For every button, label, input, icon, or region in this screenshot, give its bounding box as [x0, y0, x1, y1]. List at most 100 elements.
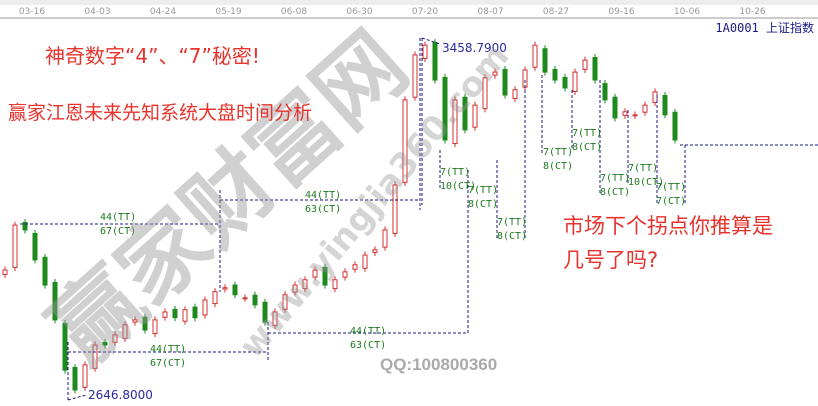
- x-tick-label: 04-03: [84, 7, 110, 17]
- candle-body: [362, 254, 368, 269]
- candle-body: [462, 96, 468, 131]
- candle-body: [272, 311, 278, 327]
- candle-body: [352, 264, 358, 270]
- candle-body: [292, 284, 298, 293]
- question-line2: 几号了吗?: [563, 248, 659, 272]
- x-tick-label: 06-30: [346, 7, 372, 17]
- low-label: 2646.8000: [88, 388, 153, 402]
- candle-body: [432, 42, 438, 81]
- cycle-line: [67, 210, 469, 400]
- candle-body: [2, 269, 8, 275]
- candle-body: [232, 284, 238, 296]
- candle-body: [502, 68, 508, 96]
- cycle-label-ct: 63(CT): [305, 204, 341, 215]
- candle-body: [42, 256, 48, 286]
- cycle-label-ct: 8(CT): [600, 187, 630, 198]
- candle-body: [332, 279, 338, 290]
- x-tick-label: 10-26: [739, 7, 765, 17]
- cycle-label-ct: 8(CT): [543, 161, 573, 172]
- candle-body: [542, 48, 548, 73]
- cycle-label-tt: 7(TT): [600, 173, 630, 184]
- candle-body: [602, 83, 608, 101]
- x-tick-label: 09-16: [608, 7, 634, 17]
- high-label: 3458.7900: [442, 41, 507, 55]
- candle-body: [192, 306, 198, 319]
- candle-body: [72, 367, 78, 391]
- candle-body: [142, 316, 148, 331]
- candle-body: [632, 114, 638, 117]
- candle-body: [92, 344, 98, 369]
- cycle-label-tt: 7(TT): [628, 163, 658, 174]
- cycle-label-tt: 7(TT): [572, 128, 602, 139]
- x-tick-label: 10-06: [674, 7, 700, 17]
- candle-body: [592, 57, 598, 81]
- toolbar-strip: [0, 0, 818, 5]
- candle-body: [492, 71, 498, 76]
- candle-body: [172, 308, 178, 319]
- candle-body: [262, 301, 268, 323]
- candle-body: [32, 232, 38, 261]
- candle-body: [202, 299, 208, 316]
- extreme-pointer: [67, 37, 441, 401]
- candle-body: [412, 54, 418, 98]
- cycle-label-ct: 7(CT): [656, 196, 686, 207]
- candle-body: [662, 94, 668, 116]
- candle-body: [212, 291, 218, 305]
- candle-body: [112, 334, 118, 343]
- candle-body: [402, 99, 408, 183]
- qq-contact: QQ:100800360: [380, 355, 498, 374]
- cycle-label-ct: 8(CT): [497, 231, 527, 242]
- candle-body: [442, 76, 448, 141]
- candle-body: [612, 96, 618, 119]
- candle-body: [322, 266, 328, 286]
- candle-body: [522, 69, 528, 88]
- x-tick-label: 03-16: [19, 7, 45, 17]
- candle-body: [572, 71, 578, 92]
- candle-body: [302, 279, 308, 290]
- cycle-label-ct: 8(CT): [572, 142, 602, 153]
- title-analysis: 赢家江恩未来先知系统大盘时间分析: [8, 102, 313, 124]
- cycle-label-tt: 7(TT): [440, 167, 470, 178]
- candle-body: [132, 319, 138, 323]
- cycle-line: [421, 38, 818, 238]
- x-tick-label: 08-27: [543, 7, 569, 17]
- candle-body: [312, 269, 318, 278]
- cycle-label-tt: 7(TT): [497, 217, 527, 228]
- x-tick-label: 05-19: [215, 7, 241, 17]
- candle-body: [472, 104, 478, 128]
- candle-body: [482, 77, 488, 110]
- candle-body: [392, 184, 398, 234]
- candle-body: [82, 364, 88, 388]
- candle-body: [252, 294, 258, 306]
- cycle-label-ct: 67(CT): [150, 358, 186, 369]
- cycle-label-ct: 8(CT): [468, 199, 498, 210]
- candle-body: [282, 294, 288, 310]
- candle-body: [562, 76, 568, 89]
- candle-body: [652, 91, 658, 104]
- symbol-label: 1A0001 上证指数: [715, 21, 814, 35]
- cycle-label-tt: 44(TT): [350, 326, 386, 337]
- candle-body: [672, 111, 678, 141]
- candle-body: [182, 309, 188, 322]
- cycle-label-ct: 10(CT): [440, 181, 476, 192]
- candle-body: [242, 297, 248, 300]
- candle-body: [532, 44, 538, 68]
- candle-body: [152, 319, 158, 335]
- x-tick-label: 07-20: [412, 7, 438, 17]
- x-tick-label: 04-24: [150, 7, 176, 17]
- x-tick-label: 08-07: [477, 7, 503, 17]
- cycle-lines: [20, 37, 818, 401]
- candle-body: [122, 324, 128, 339]
- candle-body: [452, 99, 458, 145]
- candle-body: [372, 249, 378, 253]
- x-tick-label: 06-08: [281, 7, 307, 17]
- candle-body: [342, 271, 348, 278]
- candle-body: [382, 229, 388, 248]
- cycle-label-tt: 7(TT): [543, 147, 573, 158]
- candle-body: [62, 322, 68, 371]
- cycle-label-tt: 7(TT): [656, 182, 686, 193]
- question-line1: 市场下个拐点你推算是: [563, 214, 773, 238]
- candle-body: [422, 44, 428, 59]
